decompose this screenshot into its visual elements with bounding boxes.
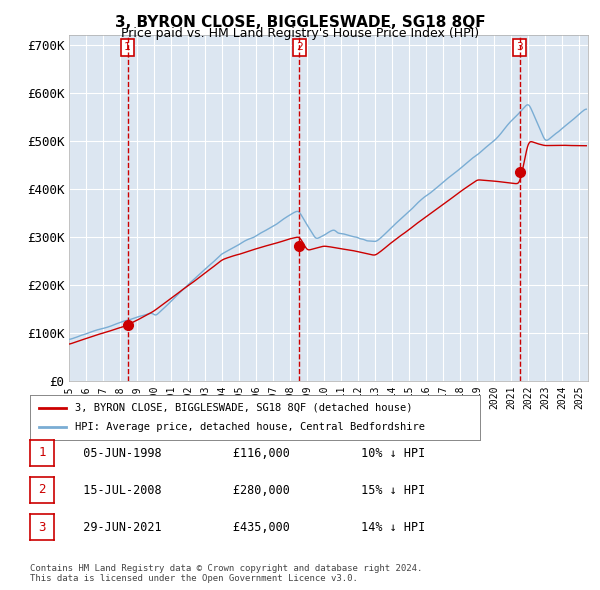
Text: 1: 1 [38, 446, 46, 460]
Text: 2: 2 [296, 42, 303, 53]
Text: 29-JUN-2021          £435,000          14% ↓ HPI: 29-JUN-2021 £435,000 14% ↓ HPI [69, 521, 425, 534]
Text: 3, BYRON CLOSE, BIGGLESWADE, SG18 8QF (detached house): 3, BYRON CLOSE, BIGGLESWADE, SG18 8QF (d… [75, 403, 413, 412]
Text: Contains HM Land Registry data © Crown copyright and database right 2024.
This d: Contains HM Land Registry data © Crown c… [30, 563, 422, 583]
Text: 3: 3 [38, 520, 46, 534]
Text: Price paid vs. HM Land Registry's House Price Index (HPI): Price paid vs. HM Land Registry's House … [121, 27, 479, 40]
Text: 2: 2 [38, 483, 46, 497]
Text: 1: 1 [124, 42, 131, 53]
Text: 15-JUL-2008          £280,000          15% ↓ HPI: 15-JUL-2008 £280,000 15% ↓ HPI [69, 484, 425, 497]
Text: 3: 3 [517, 42, 523, 53]
Text: HPI: Average price, detached house, Central Bedfordshire: HPI: Average price, detached house, Cent… [75, 422, 425, 432]
Text: 3, BYRON CLOSE, BIGGLESWADE, SG18 8QF: 3, BYRON CLOSE, BIGGLESWADE, SG18 8QF [115, 15, 485, 30]
Text: 05-JUN-1998          £116,000          10% ↓ HPI: 05-JUN-1998 £116,000 10% ↓ HPI [69, 447, 425, 460]
